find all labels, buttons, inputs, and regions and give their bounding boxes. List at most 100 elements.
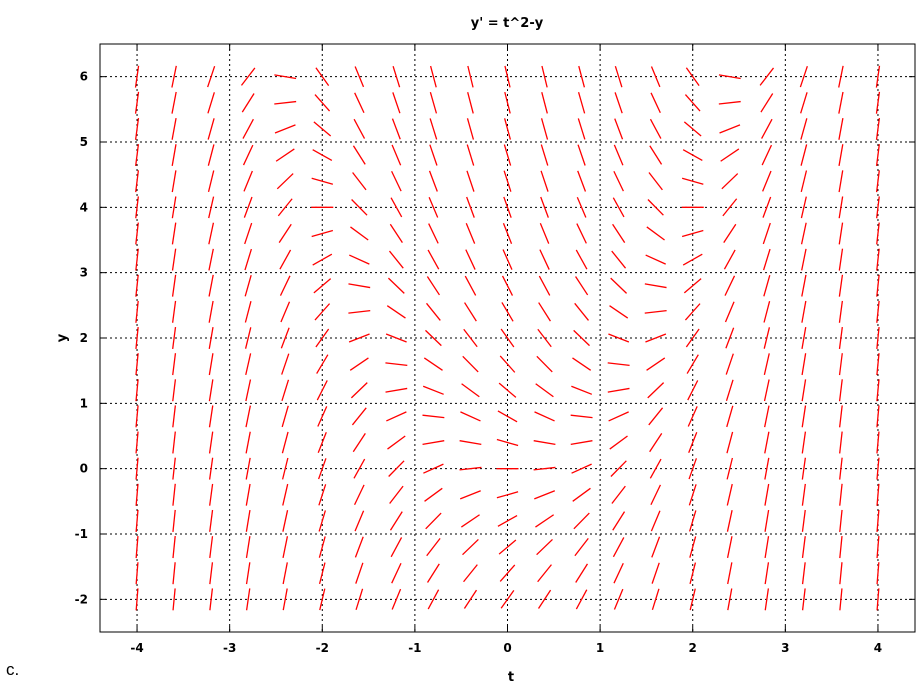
slope-segment: [274, 74, 297, 80]
x-tick-label: 4: [874, 641, 882, 655]
slope-segment: [353, 484, 365, 506]
slope-segment: [535, 514, 555, 528]
slope-segment: [208, 274, 214, 297]
slope-segment: [726, 483, 733, 506]
slope-segment: [876, 536, 880, 559]
slope-segment: [650, 484, 662, 506]
slope-segment: [385, 333, 407, 343]
slope-segment: [429, 118, 438, 140]
slope-segment: [503, 196, 512, 218]
slope-segment: [135, 457, 139, 480]
slope-segment: [577, 144, 586, 166]
slope-segment: [208, 431, 214, 454]
slope-segment: [317, 432, 327, 454]
slope-segment: [242, 144, 254, 166]
slope-segment: [281, 379, 290, 401]
slope-segment: [800, 92, 808, 114]
slope-segment: [721, 173, 739, 190]
slope-segment: [463, 589, 478, 609]
slope-segment: [465, 249, 476, 270]
slope-segment: [762, 248, 771, 271]
slope-segment: [277, 198, 293, 217]
slope-segment: [839, 483, 843, 506]
slope-segment: [764, 405, 770, 428]
slope-segment: [245, 509, 251, 532]
slope-segment: [689, 588, 696, 611]
slope-segment: [208, 379, 214, 402]
slope-segment: [459, 466, 482, 471]
slope-segment: [352, 172, 367, 191]
slope-segment: [171, 91, 177, 114]
slope-segment: [317, 406, 328, 427]
slope-segment: [242, 118, 254, 139]
slope-segment: [727, 562, 733, 585]
slope-segment: [460, 514, 480, 528]
slope-segment: [135, 196, 139, 219]
slope-segment: [651, 588, 660, 611]
slope-segment: [876, 405, 880, 428]
slope-segment: [245, 405, 251, 428]
slope-segment: [467, 65, 474, 88]
slope-segment: [536, 538, 553, 556]
slope-segment: [875, 117, 881, 140]
slope-segment: [537, 328, 552, 348]
slope-segment: [209, 588, 214, 611]
slope-segment: [801, 483, 806, 506]
slope-segment: [612, 537, 625, 558]
slope-segment: [207, 66, 216, 88]
slope-segment: [245, 353, 252, 376]
slope-segment: [838, 405, 843, 428]
slope-segment: [838, 274, 844, 297]
slope-segment: [761, 118, 773, 139]
slope-segment: [244, 301, 252, 323]
slope-segment: [385, 362, 408, 367]
slope-segment: [647, 382, 665, 399]
slope-segment: [462, 538, 479, 556]
slope-segment: [725, 379, 734, 401]
slope-segment: [681, 229, 704, 238]
slope-segment: [538, 302, 551, 322]
slope-segment: [647, 199, 664, 216]
slope-segment: [574, 302, 589, 321]
slope-segment: [422, 414, 445, 419]
y-axis-ticks: -2 -1 0 1 2 3 4 5 6: [75, 70, 915, 606]
slope-segment: [838, 353, 843, 376]
slope-segment: [539, 223, 550, 244]
slope-segment: [799, 66, 808, 88]
slope-segment: [240, 67, 256, 86]
slope-segment: [501, 275, 514, 296]
slope-segment: [426, 302, 441, 321]
slope-segment: [499, 355, 516, 373]
slope-segment: [578, 65, 586, 88]
slope-segment: [838, 117, 844, 140]
slope-segment: [207, 92, 215, 114]
slope-segment: [723, 223, 737, 244]
slope-segment: [800, 170, 808, 193]
slope-segment: [425, 512, 442, 530]
slope-segment: [280, 301, 291, 323]
slope-segment: [314, 94, 331, 112]
slope-segment: [392, 92, 401, 114]
slope-segment: [207, 170, 215, 193]
slope-segment: [764, 457, 770, 480]
slope-segment: [348, 333, 370, 343]
slope-segment: [763, 301, 771, 323]
x-tick-label: -1: [408, 641, 421, 655]
slope-segment: [761, 144, 773, 166]
slope-segment: [503, 170, 512, 192]
slope-segment: [355, 562, 364, 584]
slope-segment: [501, 302, 514, 322]
slope-segment: [609, 435, 628, 450]
slope-segment: [429, 65, 437, 88]
slope-segment: [801, 379, 807, 402]
slope-segment: [316, 380, 328, 401]
slope-segment: [281, 457, 289, 480]
slope-segment: [172, 353, 177, 376]
slope-segment: [171, 196, 177, 219]
slope-segment: [502, 249, 513, 270]
slope-segment: [687, 380, 699, 401]
slope-segment: [644, 309, 667, 314]
slope-segment: [208, 300, 214, 323]
slope-segment: [245, 562, 251, 585]
